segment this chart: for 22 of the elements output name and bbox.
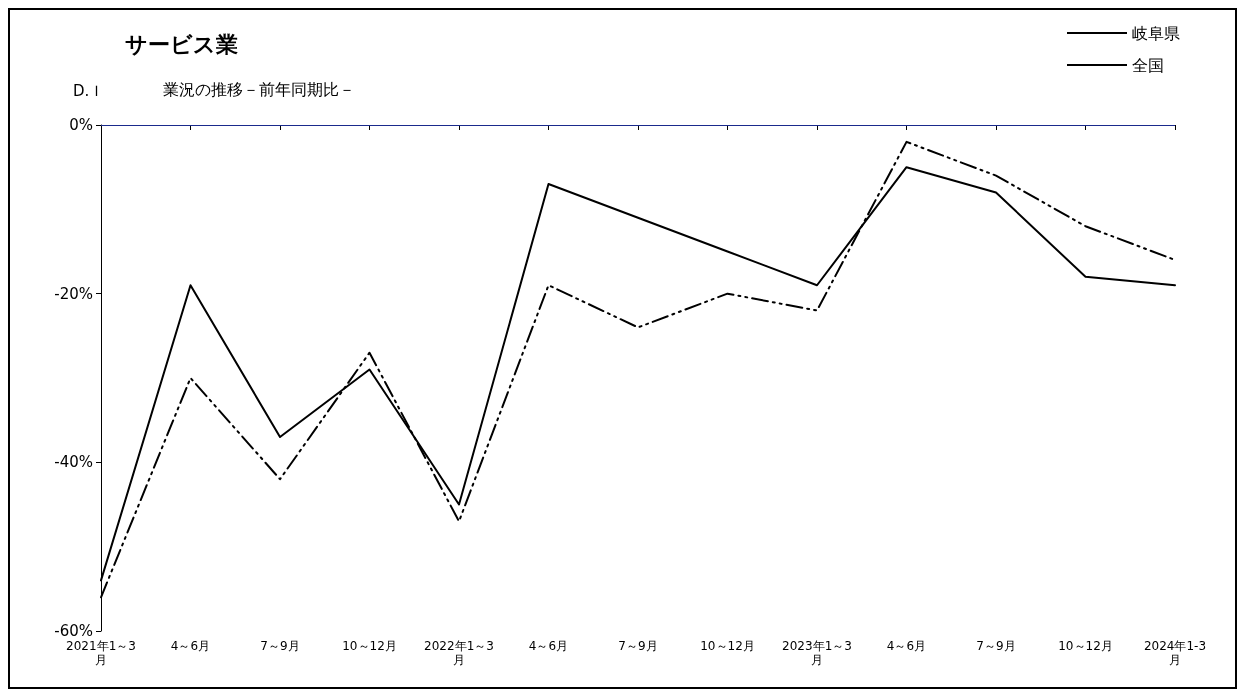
y-tick-label: 0% [69,116,93,134]
x-tick-label: 4～6月 [170,639,211,653]
x-tick-label: 10～12月 [342,639,397,653]
x-tick-label: 2023年1～3月 [782,639,852,667]
y-tick-label: -20% [54,284,93,303]
x-tick-label: 7～9月 [260,639,300,653]
x-tick-label: 2021年1～3月 [66,639,136,667]
x-tick-label: 7～9月 [976,639,1016,653]
chart-title: サービス業 [125,31,238,57]
x-tick-label: 10～12月 [1058,639,1113,653]
x-tick-label: 10～12月 [700,639,755,653]
x-tick-label: 4～6月 [886,639,927,653]
x-tick-label: 4～6月 [528,639,569,653]
x-tick-label: 2022年1～3月 [424,639,494,667]
chart-subtitle: 業況の推移－前年同期比－ [163,79,355,99]
x-tick-label: 7～9月 [618,639,658,653]
legend-label: 岐阜県 [1132,23,1180,43]
y-tick-label: -60% [54,622,93,640]
y-axis-title: D.Ｉ [73,81,105,100]
x-tick-label: 2024年1-3月 [1143,639,1207,667]
legend-label: 全国 [1132,55,1164,75]
y-tick-label: -40% [54,453,93,472]
